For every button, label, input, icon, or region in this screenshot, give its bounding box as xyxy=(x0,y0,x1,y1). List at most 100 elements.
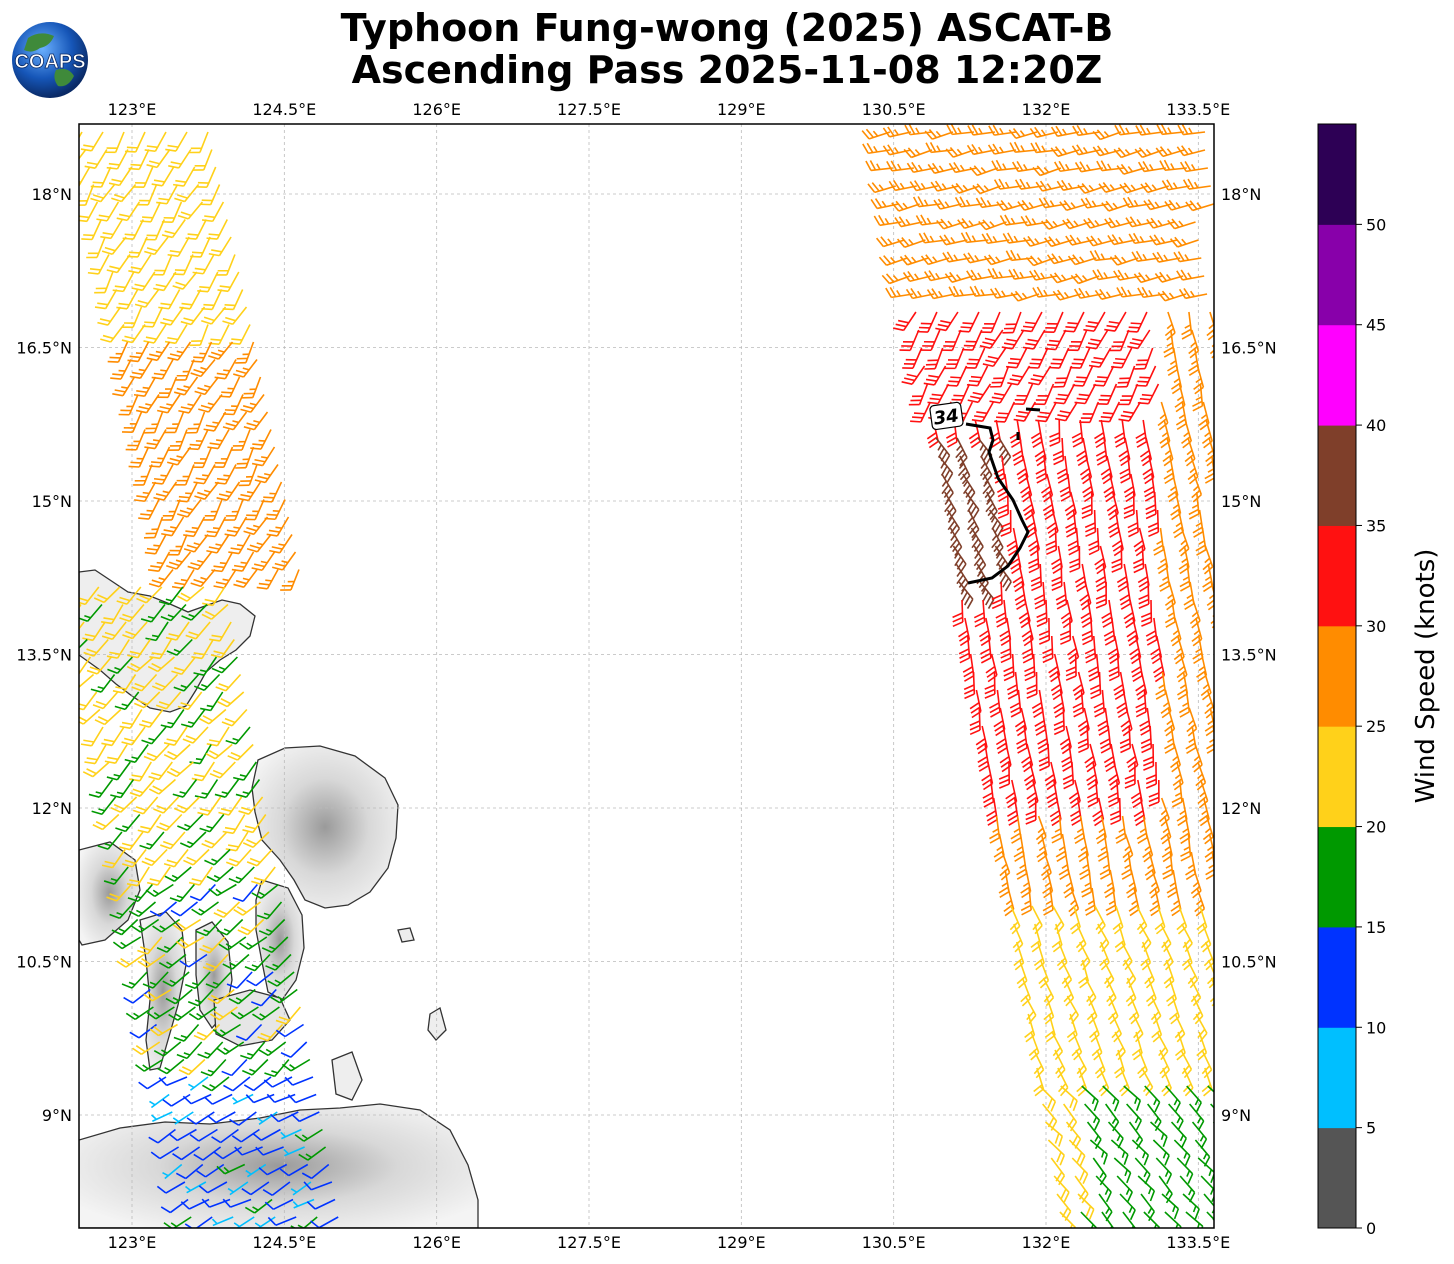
wind-barb xyxy=(108,166,133,187)
wind-barb xyxy=(225,848,252,867)
wind-barb xyxy=(173,1230,194,1248)
wind-barb xyxy=(144,219,165,241)
wind-barb xyxy=(1160,815,1172,845)
wind-barb xyxy=(969,165,999,177)
wind-barb xyxy=(208,883,237,897)
wind-barb xyxy=(290,1111,320,1123)
wind-barb xyxy=(1134,1157,1151,1185)
wind-barb xyxy=(191,901,219,916)
wind-barb xyxy=(1128,232,1157,245)
wind-barb xyxy=(79,656,92,676)
wind-barb xyxy=(925,141,954,154)
wind-barb xyxy=(225,726,251,745)
wind-barb xyxy=(1137,1175,1156,1202)
wind-barb xyxy=(198,1181,228,1194)
wind-barb xyxy=(1022,329,1046,350)
wind-barb xyxy=(320,1230,341,1247)
wind-barb xyxy=(954,196,983,208)
wind-barb xyxy=(79,621,85,640)
wind-barb xyxy=(241,1058,269,1076)
wind-barb xyxy=(290,1181,312,1196)
wind-barb xyxy=(193,673,221,692)
wind-barb xyxy=(279,1163,309,1177)
wind-barb xyxy=(111,918,139,936)
wind-barb xyxy=(246,848,273,867)
wind-barb xyxy=(1024,653,1036,682)
wind-barb xyxy=(123,988,151,1004)
wind-barb xyxy=(101,604,124,625)
wind-barb xyxy=(1104,217,1133,229)
wind-barb xyxy=(146,149,171,169)
wind-barb xyxy=(1103,869,1116,899)
wind-barb xyxy=(101,621,127,641)
wind-barb xyxy=(1065,1121,1082,1149)
wind-barb xyxy=(217,271,240,293)
wind-barb xyxy=(1137,563,1150,592)
wind-barb xyxy=(1066,995,1079,1025)
wind-barb xyxy=(141,726,167,745)
wind-barb xyxy=(251,883,279,899)
wind-barb xyxy=(161,201,183,223)
wind-barb xyxy=(1191,473,1203,503)
wind-barb xyxy=(1062,761,1075,790)
wind-barb xyxy=(1030,563,1043,592)
wind-barb xyxy=(1128,1121,1144,1150)
wind-barb xyxy=(1085,329,1109,350)
negros-island xyxy=(139,911,187,1071)
wind-barb xyxy=(952,545,967,574)
wind-barb xyxy=(1182,1193,1200,1220)
wind-barb xyxy=(93,586,121,604)
wind-barb xyxy=(1014,178,1043,190)
wind-barb xyxy=(1194,887,1206,917)
wind-barb xyxy=(160,603,187,622)
wind-barb xyxy=(92,691,119,710)
wind-barb xyxy=(1089,1139,1108,1165)
lat-tick-label-right: 10.5°N xyxy=(1221,953,1277,972)
wind-barb xyxy=(228,534,251,555)
wind-barb xyxy=(192,254,215,275)
wind-barb xyxy=(933,198,962,210)
wind-barb xyxy=(1020,311,1043,333)
wind-barb xyxy=(126,656,154,673)
wind-barb xyxy=(135,394,160,414)
wind-barb xyxy=(246,971,274,987)
wind-barb xyxy=(1068,1139,1086,1166)
wind-barb xyxy=(991,581,1003,610)
wind-barb xyxy=(1122,1211,1137,1228)
wind-barb xyxy=(963,252,992,264)
wind-barb xyxy=(150,1146,180,1160)
colorbar-tick-label: 15 xyxy=(1366,918,1386,937)
wind-barb xyxy=(124,744,149,764)
wind-barb xyxy=(1113,1157,1132,1184)
wind-barb xyxy=(227,1181,249,1196)
wind-barb xyxy=(1137,161,1167,173)
wind-barb xyxy=(1164,581,1176,611)
wind-barb xyxy=(201,603,229,620)
wind-barb xyxy=(190,358,216,378)
colorbar: 0 5 10 15 20 25 30 35 40 45 50 xyxy=(1317,123,1386,1238)
wind-barb xyxy=(1040,851,1052,881)
wind-barb xyxy=(1000,509,1012,537)
colorbar-segment xyxy=(1318,826,1356,928)
wind-barb xyxy=(1149,887,1161,917)
wind-barb xyxy=(200,691,224,712)
lat-tick-label-left: 12°N xyxy=(32,799,72,818)
wind-barb xyxy=(1105,977,1117,1007)
lat-tick-label-right: 13.5°N xyxy=(1221,646,1277,665)
wind-barb xyxy=(160,1198,189,1214)
wind-barb xyxy=(1114,1031,1126,1061)
wind-barb xyxy=(250,429,272,450)
wind-barb xyxy=(878,255,908,266)
lat-tick-label-left: 13.5°N xyxy=(16,646,72,665)
wind-barb xyxy=(125,429,146,451)
wind-barb xyxy=(1202,545,1214,575)
wind-barb xyxy=(209,761,236,779)
wind-barb xyxy=(1016,959,1028,989)
wind-barb xyxy=(223,394,244,416)
wind-barb xyxy=(173,166,196,187)
wind-barb xyxy=(1210,599,1214,629)
wind-barb xyxy=(960,231,989,244)
wind-barb xyxy=(1152,251,1181,263)
wind-barb xyxy=(1152,1139,1170,1166)
